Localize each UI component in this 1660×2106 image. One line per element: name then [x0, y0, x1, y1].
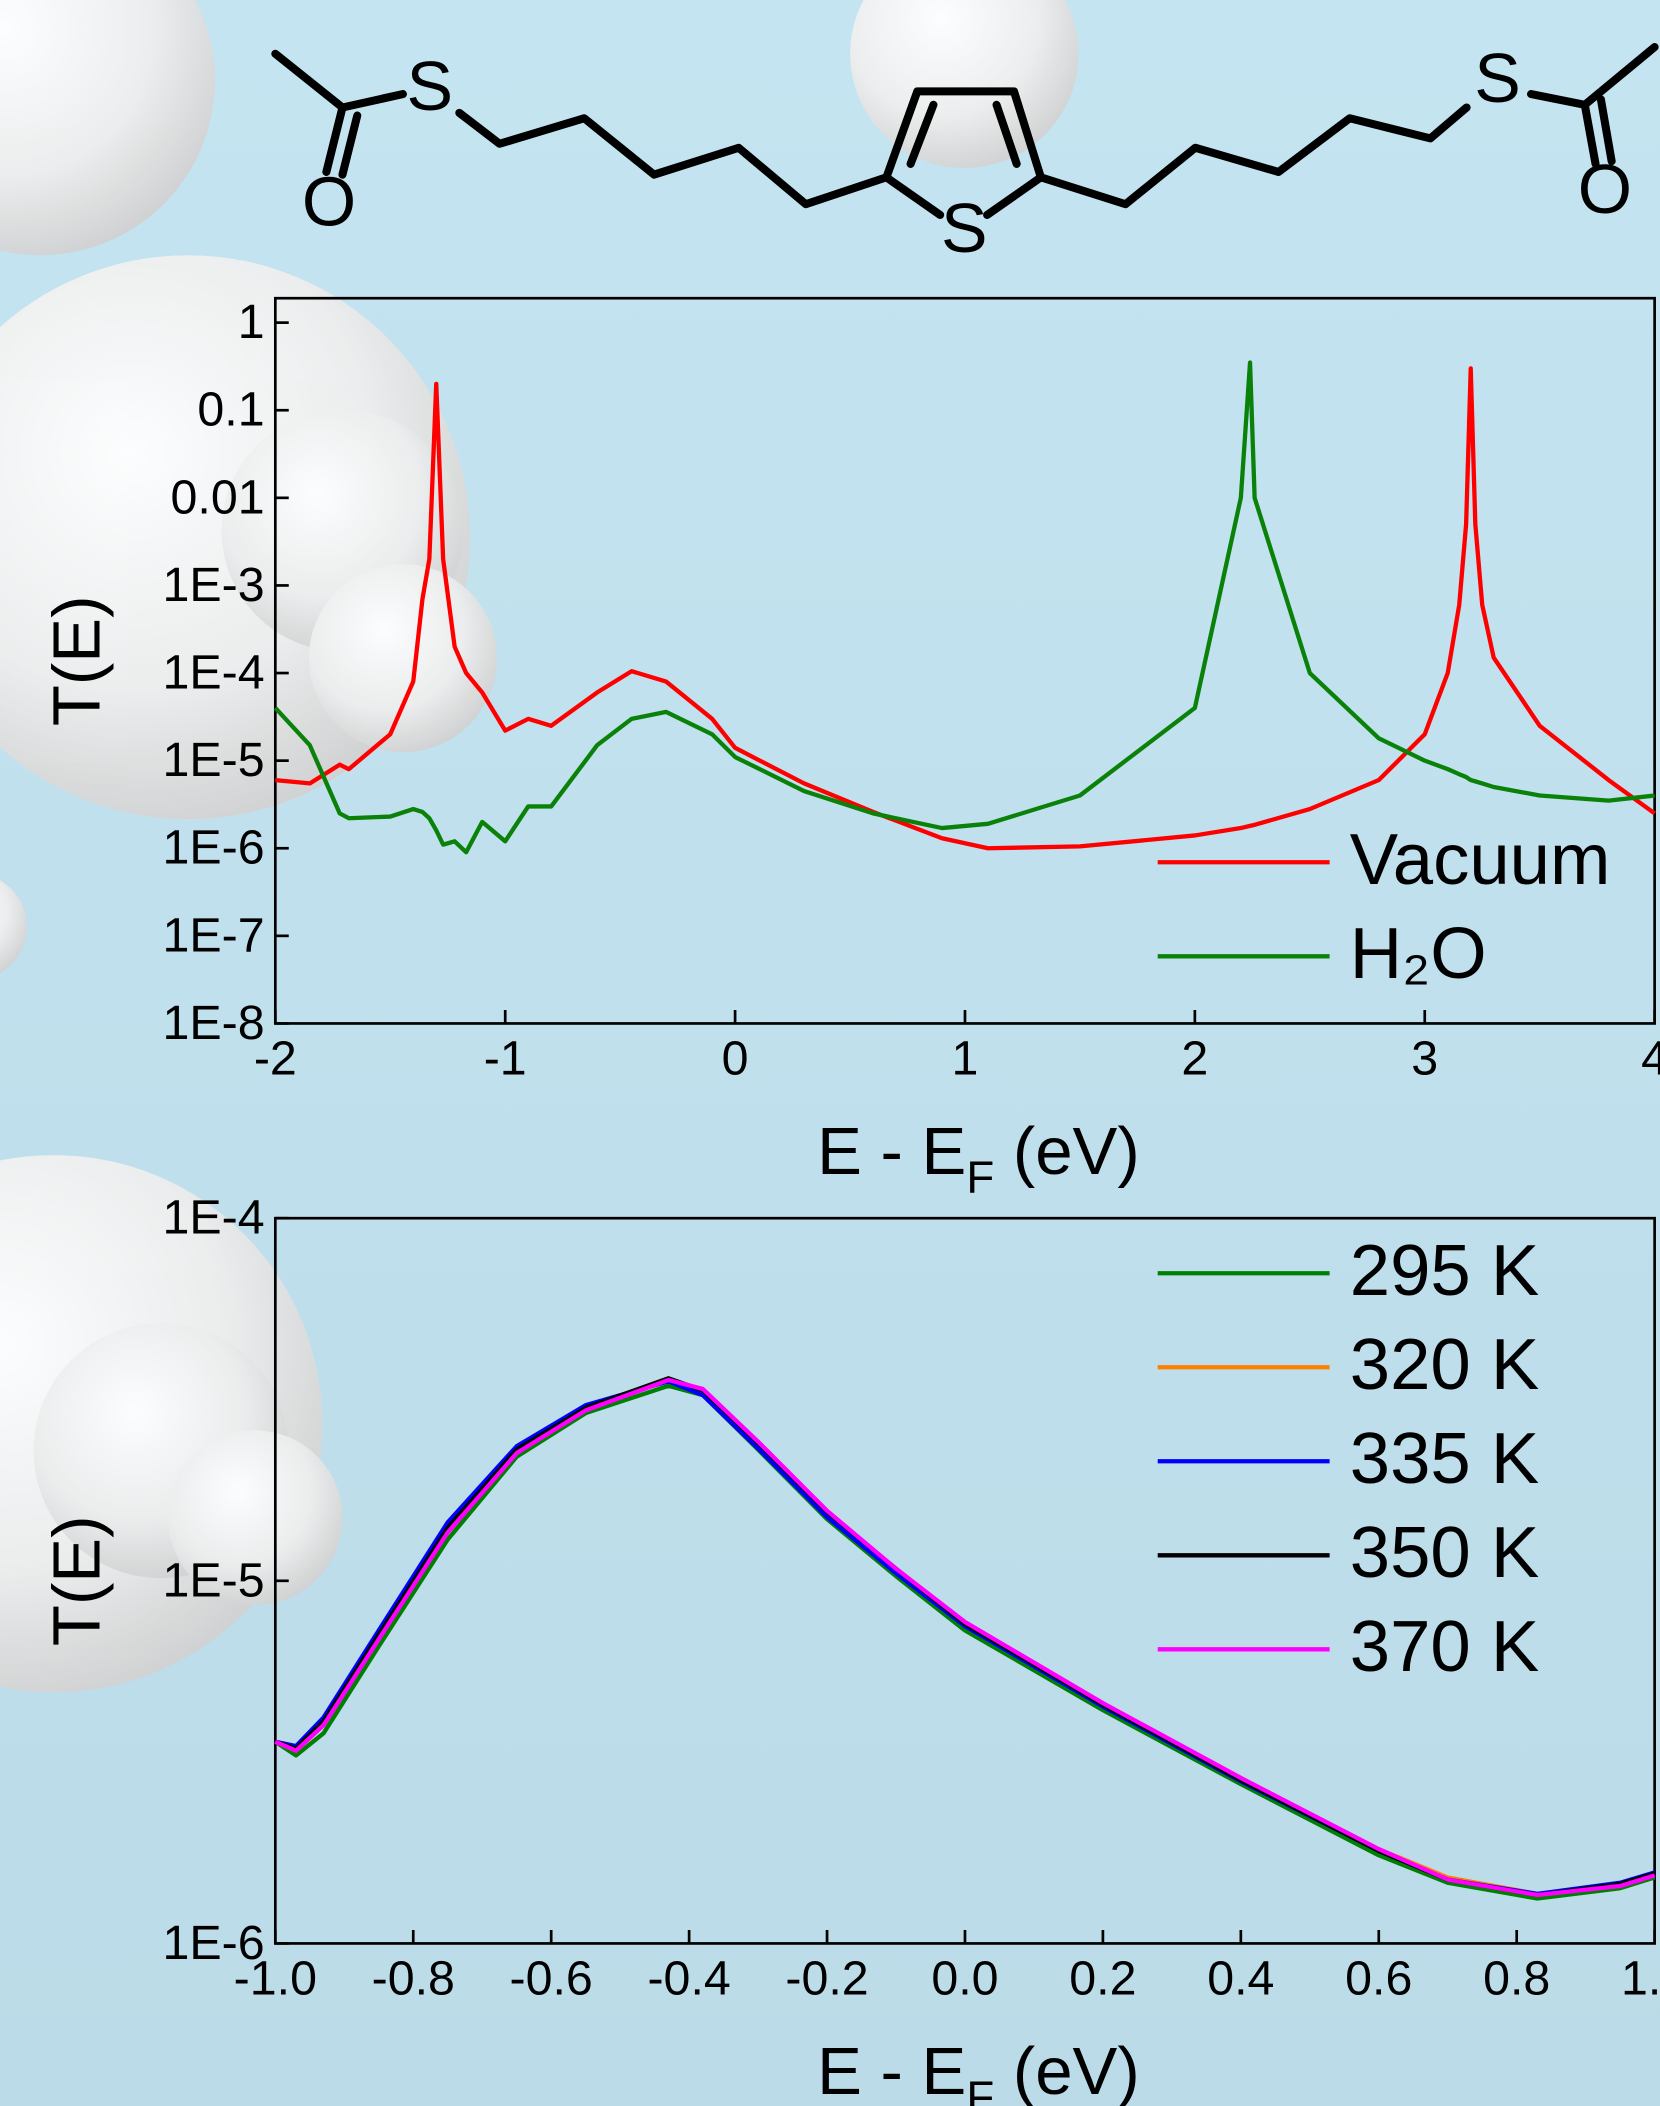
bond — [455, 108, 891, 209]
y-axis-label: T(E) — [39, 1516, 114, 1647]
legend-label: 335 K — [1350, 1418, 1540, 1499]
atom-label: S — [1474, 39, 1521, 117]
y-tick-label: 1E-5 — [162, 1553, 264, 1607]
sphere — [167, 1430, 343, 1605]
ring — [906, 100, 938, 168]
bond — [1596, 95, 1616, 166]
x-axis-label-part: (eV) — [994, 2034, 1140, 2106]
atom-label: O — [1578, 150, 1632, 228]
x-tick-label: -1.0 — [234, 1951, 317, 2005]
y-tick-label: 1E-6 — [162, 821, 264, 875]
sphere — [0, 880, 27, 974]
x-tick-label: 0 — [722, 1031, 749, 1085]
legend-label: 295 K — [1350, 1230, 1540, 1311]
legend-label: Vacuum — [1350, 819, 1611, 900]
bond — [322, 103, 347, 176]
sphere — [0, 0, 215, 256]
x-tick-label: 2 — [1181, 1031, 1208, 1085]
x-tick-label: -0.8 — [372, 1951, 455, 2005]
y-tick-label: 1E-7 — [162, 908, 264, 962]
x-axis-label-part: F — [966, 1152, 994, 1203]
y-tick-label: 0.01 — [171, 470, 265, 524]
x-tick-label: -0.2 — [785, 1951, 868, 2005]
bond — [1580, 100, 1600, 168]
ring — [882, 87, 1045, 219]
legend-label: 370 K — [1350, 1606, 1540, 1687]
chart: 1 0.1 0.01 1E-3 1E-4 1E-5 1E-6 1E-7 1E-8-2 -1 0 1 2 3… — [39, 295, 1660, 1203]
x-tick-label: 0.0 — [931, 1951, 998, 2005]
x-axis-label: E - EF (eV) — [817, 2034, 1140, 2106]
y-tick-label: 1E-6 — [162, 1916, 264, 1970]
sphere — [308, 564, 497, 753]
x-tick-label: -0.6 — [510, 1951, 593, 2005]
x-tick-label: 0.4 — [1207, 1951, 1274, 2005]
y-tick-label: 1E-5 — [162, 733, 264, 787]
x-tick-label: 1.0 — [1621, 1951, 1660, 2005]
legend-label: H₂O — [1350, 913, 1487, 994]
legend-label: 350 K — [1350, 1512, 1540, 1593]
y-tick-label: 1E-4 — [162, 1191, 264, 1245]
x-tick-label: 3 — [1411, 1031, 1438, 1085]
x-axis-label-part: (eV) — [994, 1114, 1140, 1189]
x-tick-label: -2 — [254, 1031, 297, 1085]
x-tick-label: 4 — [1641, 1031, 1660, 1085]
y-tick-label: 1E-4 — [162, 645, 264, 699]
y-tick-label: 0.1 — [197, 383, 264, 437]
atom-label: S — [941, 189, 988, 267]
ring — [882, 173, 945, 219]
chart: 1E-4 1E-5 1E-6-1.0 -0.8 -0.6 -0.4 -0.2 0.0 0.2 0.… — [39, 1191, 1660, 2106]
x-axis-label-part: F — [966, 2072, 994, 2106]
bond — [338, 111, 362, 179]
x-axis-label-part: E - E — [817, 1114, 966, 1189]
x-axis-label: E - EF (eV) — [817, 1114, 1140, 1203]
y-tick-label: 1E-3 — [162, 558, 264, 612]
bond — [1036, 103, 1471, 209]
molecule: S O S S O — [271, 39, 1659, 267]
x-tick-label: 0.6 — [1345, 1951, 1412, 2005]
atom-label: S — [406, 47, 453, 125]
x-tick-label: -0.4 — [647, 1951, 730, 2005]
y-axis-label: T(E) — [39, 596, 114, 727]
x-axis-label-part: E - E — [817, 2034, 966, 2106]
legend-label: 320 K — [1350, 1324, 1540, 1405]
y-tick-label: 1E-8 — [162, 996, 264, 1050]
atom-label: O — [302, 162, 356, 240]
data-line — [273, 360, 1655, 855]
data-line — [274, 1377, 1656, 1898]
data-line — [275, 366, 1656, 851]
y-tick-label: 1 — [238, 295, 265, 349]
x-tick-label: 1 — [952, 1031, 979, 1085]
x-tick-label: 0.2 — [1069, 1951, 1136, 2005]
x-tick-label: -1 — [484, 1031, 527, 1085]
x-tick-label: 0.8 — [1483, 1951, 1550, 2005]
ring — [992, 100, 1021, 168]
